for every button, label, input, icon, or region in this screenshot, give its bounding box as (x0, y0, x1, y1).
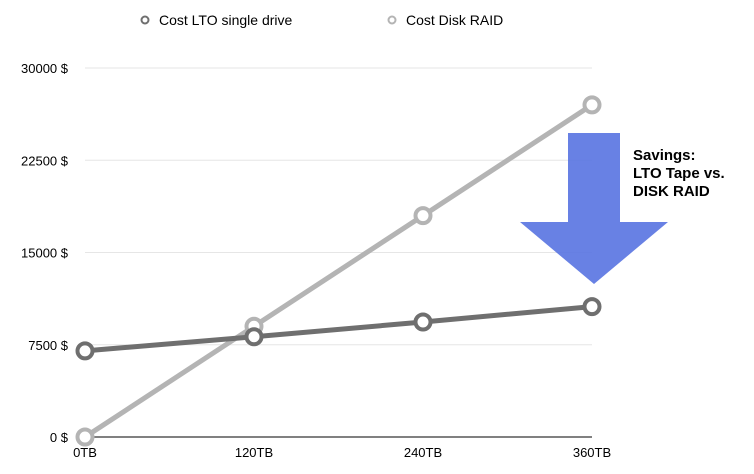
data-point (75, 427, 95, 447)
savings-annotation: Savings:LTO Tape vs.DISK RAID (633, 147, 725, 200)
y-tick-label: 30000 $ (21, 61, 69, 76)
data-point (75, 341, 95, 361)
y-tick-label: 7500 $ (28, 338, 69, 353)
x-axis-ticks: 0TB 120TB 240TB 360TB (73, 445, 611, 460)
grid-lines (85, 67, 592, 346)
savings-arrow (520, 133, 668, 284)
annotation-line: Savings: (633, 147, 696, 164)
series-group (75, 95, 602, 447)
data-point (244, 327, 264, 347)
data-point (413, 206, 433, 226)
y-tick-label: 0 $ (50, 430, 69, 445)
annotation-line: LTO Tape vs. (633, 165, 725, 182)
legend-marker (387, 15, 397, 25)
data-point (413, 312, 433, 332)
data-point (582, 297, 602, 317)
legend: Cost LTO single drive Cost Disk RAID (140, 12, 503, 28)
x-tick-label: 120TB (235, 445, 273, 460)
down-arrow-icon (520, 133, 668, 284)
y-axis-ticks: 0 $ 7500 $ 15000 $ 22500 $ 30000 $ (21, 61, 69, 445)
series-line (83, 102, 594, 440)
y-tick-label: 22500 $ (21, 153, 69, 168)
legend-label: Cost Disk RAID (406, 12, 503, 28)
y-tick-label: 15000 $ (21, 246, 69, 261)
x-tick-label: 240TB (404, 445, 442, 460)
x-tick-label: 360TB (573, 445, 611, 460)
data-point (582, 95, 602, 115)
series-line (84, 304, 593, 354)
annotation-line: DISK RAID (633, 183, 710, 200)
legend-marker (140, 15, 150, 25)
x-tick-label: 0TB (73, 445, 97, 460)
legend-label: Cost LTO single drive (159, 12, 293, 28)
